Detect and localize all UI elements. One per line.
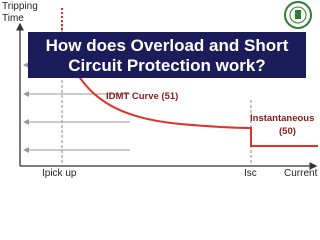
curve-label: IDMT Curve (51): [106, 91, 178, 102]
title-banner: [28, 32, 306, 78]
y-axis-label: Time: [2, 13, 24, 24]
title: How does Overload and Short: [46, 36, 289, 55]
x-mark-label: Isc: [244, 168, 257, 179]
thumbnail: Tripping Time Current Ipick up Isc IDMT …: [0, 0, 320, 180]
logo: [284, 1, 312, 29]
background: [0, 0, 320, 180]
x-axis-label: Current: [284, 168, 318, 179]
curve-label: Instantaneous: [250, 113, 314, 124]
x-mark-label: Ipick up: [42, 168, 77, 179]
title: Circuit Protection work?: [68, 56, 265, 75]
curve-label: (50): [279, 126, 296, 137]
y-axis-label: Tripping: [2, 1, 38, 12]
trip-curve: [61, 39, 318, 147]
